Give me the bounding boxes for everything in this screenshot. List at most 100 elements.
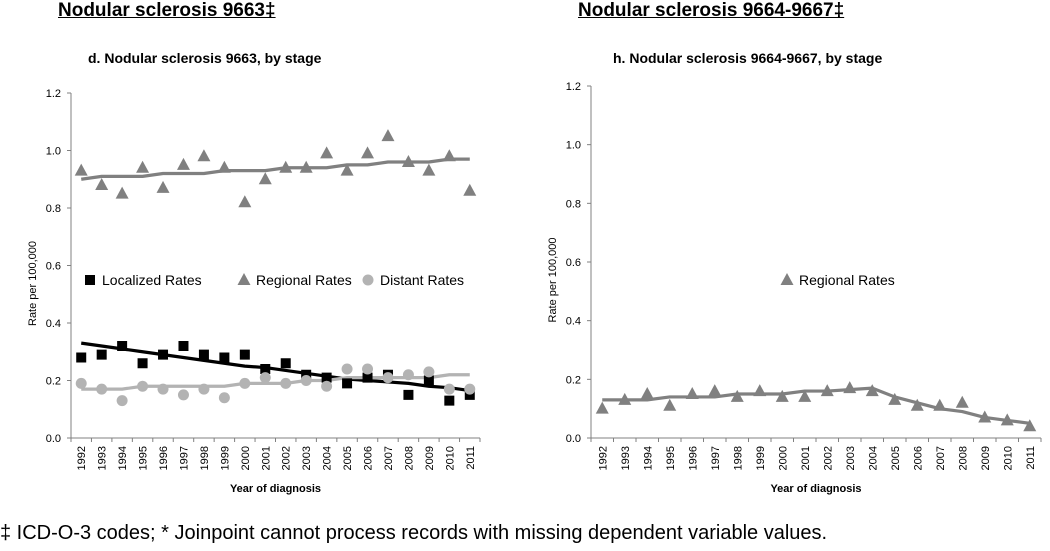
chart-title: d. Nodular sclerosis 9663, by stage xyxy=(88,50,322,66)
data-point-localized-rates xyxy=(464,389,475,400)
data-point-localized-rates xyxy=(178,341,189,351)
data-point-localized-rates xyxy=(321,372,332,383)
x-tick-label: 2001 xyxy=(800,446,812,470)
y-tick-label: 0.0 xyxy=(46,433,61,445)
data-point-regional-rates xyxy=(401,155,415,167)
x-tick-label: 2004 xyxy=(867,446,879,470)
data-point-regional-rates xyxy=(910,398,924,411)
data-point-distant-rates xyxy=(280,377,292,389)
data-point-regional-rates xyxy=(258,172,272,185)
y-tick-label: 1.0 xyxy=(46,146,61,158)
y-axis-label: Rate per 100,000 xyxy=(547,237,559,322)
data-point-regional-rates xyxy=(156,180,170,193)
data-point-regional-rates xyxy=(933,398,947,411)
legend-marker-regional-rates xyxy=(237,273,251,285)
data-point-regional-rates xyxy=(361,146,375,159)
data-point-regional-rates xyxy=(442,149,456,162)
legend-label: Distant Rates xyxy=(380,272,464,288)
data-point-localized-rates xyxy=(260,364,271,374)
x-tick-label: 2002 xyxy=(822,446,834,470)
data-point-regional-rates xyxy=(1000,413,1014,426)
data-point-regional-rates xyxy=(340,163,354,176)
x-tick-label: 1992 xyxy=(597,446,609,470)
data-point-localized-rates xyxy=(198,349,209,360)
y-tick-label: 0.2 xyxy=(566,374,581,386)
x-tick-label: 1996 xyxy=(687,446,699,470)
data-point-localized-rates xyxy=(219,352,230,363)
x-axis-label: Year of diagnosis xyxy=(770,483,861,495)
data-point-localized-rates xyxy=(342,378,353,389)
x-tick-label: 2003 xyxy=(845,446,857,470)
data-point-regional-rates xyxy=(955,395,969,408)
data-point-regional-rates xyxy=(176,157,190,170)
x-tick-label: 2007 xyxy=(383,446,395,470)
data-point-distant-rates xyxy=(443,383,455,395)
x-tick-label: 1994 xyxy=(117,446,129,470)
x-tick-label: 2010 xyxy=(444,446,456,470)
data-point-regional-rates xyxy=(618,392,632,405)
y-tick-label: 0.4 xyxy=(46,318,61,330)
data-point-localized-rates xyxy=(158,349,169,360)
data-point-distant-rates xyxy=(96,383,108,395)
y-tick-label: 1.0 xyxy=(566,140,581,152)
chart-d-localized-regional-distant: d. Nodular sclerosis 9663, by stage 0.0 0.… xyxy=(27,50,481,495)
y-tick-label: 1.2 xyxy=(566,81,581,93)
data-point-distant-rates xyxy=(300,375,312,386)
left-section-heading: Nodular sclerosis 9663‡ xyxy=(58,0,276,21)
data-point-regional-rates xyxy=(197,149,211,162)
x-tick-label: 2008 xyxy=(957,446,969,470)
data-point-regional-rates xyxy=(279,160,293,173)
data-point-localized-rates xyxy=(403,389,414,400)
fit-line-regional-rates xyxy=(602,386,1030,425)
y-tick-label: 0.8 xyxy=(46,203,61,215)
legend-marker-distant-rates xyxy=(362,274,374,286)
chart-h-regional: h. Nodular sclerosis 9664-9667, by stage… xyxy=(547,50,1042,495)
x-tick-label: 1995 xyxy=(138,446,150,470)
data-point-localized-rates xyxy=(301,369,312,380)
data-point-regional-rates xyxy=(663,398,677,411)
x-axis-label: Year of diagnosis xyxy=(230,483,321,495)
data-point-regional-rates xyxy=(798,389,812,402)
data-point-regional-rates xyxy=(775,389,789,402)
x-tick-label: 1999 xyxy=(755,446,767,470)
x-tick-label: 1992 xyxy=(76,446,88,470)
data-point-regional-rates xyxy=(95,178,109,190)
x-tick-label: 2006 xyxy=(363,446,375,470)
right-section-heading: Nodular sclerosis 9664-9667‡ xyxy=(578,0,845,21)
data-point-distant-rates xyxy=(75,377,87,389)
y-axis-label: Rate per 100,000 xyxy=(27,241,39,326)
data-point-distant-rates xyxy=(116,395,128,407)
legend-marker-regional-rates xyxy=(780,273,794,285)
data-point-regional-rates xyxy=(640,387,654,399)
x-tick-label: 1993 xyxy=(97,446,109,470)
x-tick-label: 2009 xyxy=(980,446,992,470)
data-point-distant-rates xyxy=(423,366,435,378)
data-point-regional-rates xyxy=(730,389,744,402)
x-tick-label: 1998 xyxy=(732,446,744,470)
y-tick-label: 0.6 xyxy=(46,261,61,273)
x-tick-label: 2000 xyxy=(240,446,252,470)
x-tick-label: 1997 xyxy=(178,446,190,470)
data-point-regional-rates xyxy=(685,387,699,399)
footnote: ‡ ICD-O-3 codes; * Joinpoint cannot proc… xyxy=(0,522,828,544)
x-tick-label: 2008 xyxy=(403,446,415,470)
data-point-distant-rates xyxy=(321,380,333,392)
x-tick-label: 2011 xyxy=(1025,446,1037,470)
x-tick-label: 2006 xyxy=(912,446,924,470)
data-point-distant-rates xyxy=(341,363,353,375)
data-point-localized-rates xyxy=(76,352,87,363)
data-point-localized-rates xyxy=(239,349,250,360)
x-tick-label: 2000 xyxy=(777,446,789,470)
x-tick-label: 2005 xyxy=(342,446,354,470)
data-point-regional-rates xyxy=(217,160,231,173)
y-tick-label: 0.2 xyxy=(46,376,61,388)
data-point-distant-rates xyxy=(218,392,230,404)
data-point-regional-rates xyxy=(978,410,992,423)
data-point-distant-rates xyxy=(137,380,149,392)
data-point-regional-rates xyxy=(865,384,879,397)
y-tick-label: 0.0 xyxy=(566,433,581,445)
x-tick-label: 2005 xyxy=(890,446,902,470)
legend-label: Localized Rates xyxy=(102,272,202,288)
x-tick-label: 1993 xyxy=(620,446,632,470)
data-point-distant-rates xyxy=(157,383,169,395)
